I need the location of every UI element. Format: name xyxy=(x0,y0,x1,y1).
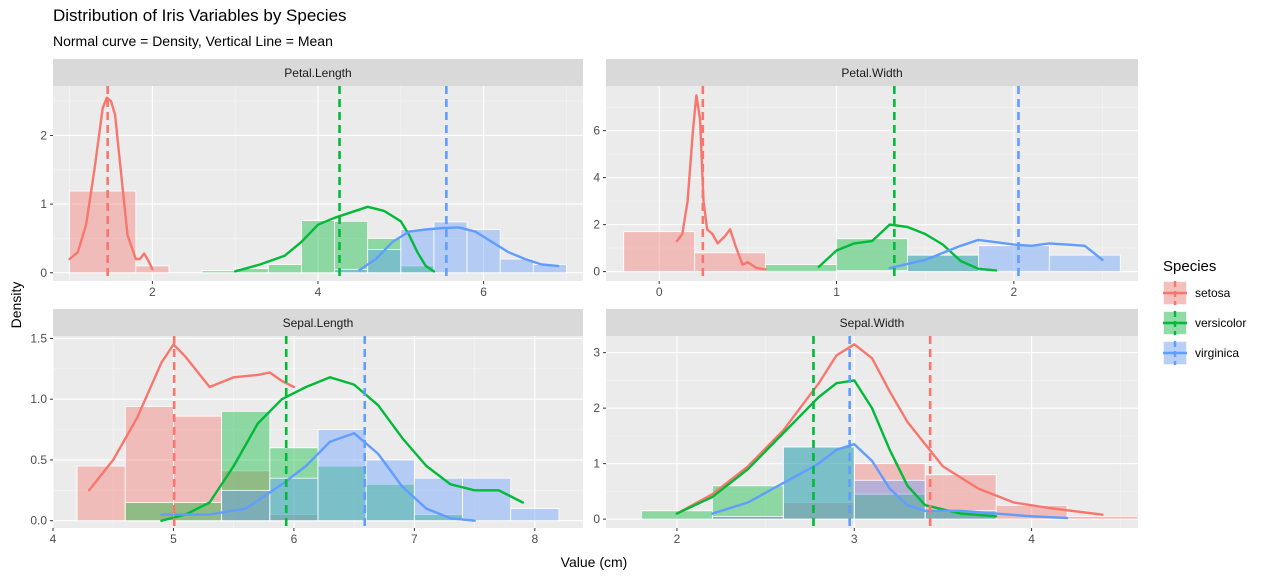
histogram-bar-virginica xyxy=(853,479,926,520)
histogram-bar-virginica xyxy=(433,221,468,274)
panel-sepal-width: Sepal.Width 2 3 4 0 1 2 3 xyxy=(593,309,1139,546)
density-curve-virginica xyxy=(358,226,560,272)
density-curve-setosa xyxy=(87,343,296,492)
chart-subtitle: Normal curve = Density, Vertical Line = … xyxy=(53,33,333,49)
legend-entry-setosa: setosa xyxy=(1163,281,1231,305)
facet-strip xyxy=(53,59,583,86)
x-tick-label: 2 xyxy=(149,285,156,299)
x-tick-label: 3 xyxy=(851,532,858,546)
histogram-bar-versicolor xyxy=(173,502,223,522)
histogram-bar-virginica xyxy=(221,489,271,522)
facet-strip xyxy=(606,59,1138,86)
density-curve-virginica xyxy=(888,238,1104,270)
histogram-bar-virginica xyxy=(1048,254,1121,273)
histogram-bar-virginica xyxy=(269,477,319,522)
histogram-bar-virginica xyxy=(978,245,1050,273)
legend-label: virginica xyxy=(1195,346,1239,360)
histogram-bar-setosa xyxy=(623,231,696,273)
x-tick-label: 0 xyxy=(656,285,663,299)
y-tick-label: 0.0 xyxy=(30,514,47,528)
legend-title: Species xyxy=(1163,258,1216,275)
panel-petal-length: Petal.Length 2 4 6 0 1 2 xyxy=(40,59,583,299)
facet-label: Petal.Length xyxy=(284,66,351,80)
y-tick-label: 0 xyxy=(593,265,600,279)
y-tick-label: 1.5 xyxy=(30,331,47,345)
panel-background xyxy=(606,336,1138,528)
y-tick-label: 4 xyxy=(593,171,600,185)
histogram-bar-versicolor xyxy=(317,465,367,522)
density-curve-versicolor xyxy=(233,205,436,273)
histogram-bar-setosa xyxy=(69,190,137,274)
histogram-bar-setosa xyxy=(1066,515,1139,520)
density-curve-setosa xyxy=(675,94,767,271)
legend: Species setosa versicolor virginica xyxy=(1163,258,1246,365)
x-tick-label: 8 xyxy=(531,532,538,546)
x-axis-title: Value (cm) xyxy=(561,554,628,570)
histogram-bar-virginica xyxy=(782,446,855,520)
panel-sepal-length: Sepal.Length 4 5 6 7 8 0.0 0.5 1.0 1.5 xyxy=(30,309,583,546)
histogram-bar-versicolor xyxy=(641,510,713,520)
y-tick-label: 1 xyxy=(593,457,600,471)
x-tick-label: 6 xyxy=(480,285,487,299)
facet-label: Petal.Width xyxy=(841,66,902,80)
histogram-bar-versicolor xyxy=(221,410,271,522)
x-tick-label: 2 xyxy=(674,532,681,546)
histogram-bar-versicolor xyxy=(201,270,236,274)
histogram-bar-versicolor xyxy=(765,264,837,273)
minor-grid xyxy=(606,336,1138,528)
y-tick-label: 0.5 xyxy=(30,453,47,467)
histogram-bar-virginica xyxy=(462,477,512,522)
y-tick-label: 2 xyxy=(593,401,600,415)
density-curve-versicolor xyxy=(160,376,524,522)
x-tick-label: 2 xyxy=(1011,285,1018,299)
histogram-bar-setosa xyxy=(694,252,767,273)
y-tick-label: 2 xyxy=(593,218,600,232)
density-curve-setosa xyxy=(68,96,154,271)
y-tick-label: 3 xyxy=(593,346,600,360)
y-tick-label: 0 xyxy=(593,512,600,526)
x-tick-label: 4 xyxy=(50,532,57,546)
x-tick-label: 4 xyxy=(315,285,322,299)
y-tick-label: 6 xyxy=(593,124,600,138)
y-tick-label: 0 xyxy=(40,266,47,280)
x-tick-label: 5 xyxy=(170,532,177,546)
x-tick-label: 1 xyxy=(833,285,840,299)
x-tick-label: 6 xyxy=(291,532,298,546)
panel-petal-width: Petal.Width 0 1 2 0 2 4 6 xyxy=(593,59,1138,299)
histogram-bar-versicolor xyxy=(367,238,402,274)
density-curve-versicolor xyxy=(817,223,998,272)
facet-label: Sepal.Width xyxy=(840,316,905,330)
legend-entry-virginica: virginica xyxy=(1163,341,1239,365)
y-tick-label: 2 xyxy=(40,128,47,142)
histogram-bar-virginica xyxy=(317,429,367,522)
y-axis-title: Density xyxy=(8,282,24,329)
density-curve-virginica xyxy=(160,432,476,522)
histogram-bar-versicolor xyxy=(301,220,335,274)
histogram-bar-versicolor xyxy=(124,502,174,522)
legend-entry-versicolor: versicolor xyxy=(1163,311,1246,335)
facet-label: Sepal.Length xyxy=(283,316,354,330)
facet-strip xyxy=(606,309,1138,336)
x-tick-label: 4 xyxy=(1028,532,1035,546)
density-curve-virginica xyxy=(711,443,1069,520)
histogram-bar-virginica xyxy=(510,508,560,522)
histogram-bar-virginica xyxy=(836,270,908,273)
chart-title: Distribution of Iris Variables by Specie… xyxy=(53,6,347,25)
legend-label: setosa xyxy=(1195,286,1231,300)
legend-label: versicolor xyxy=(1195,316,1246,330)
facet-strip xyxy=(53,309,583,336)
histogram-bar-versicolor xyxy=(267,264,302,274)
density-curve-versicolor xyxy=(675,379,998,518)
histogram-bar-virginica xyxy=(712,515,784,520)
y-tick-label: 1 xyxy=(40,197,47,211)
x-tick-label: 7 xyxy=(411,532,418,546)
density-curve-setosa xyxy=(675,343,1104,516)
y-tick-label: 1.0 xyxy=(30,392,47,406)
